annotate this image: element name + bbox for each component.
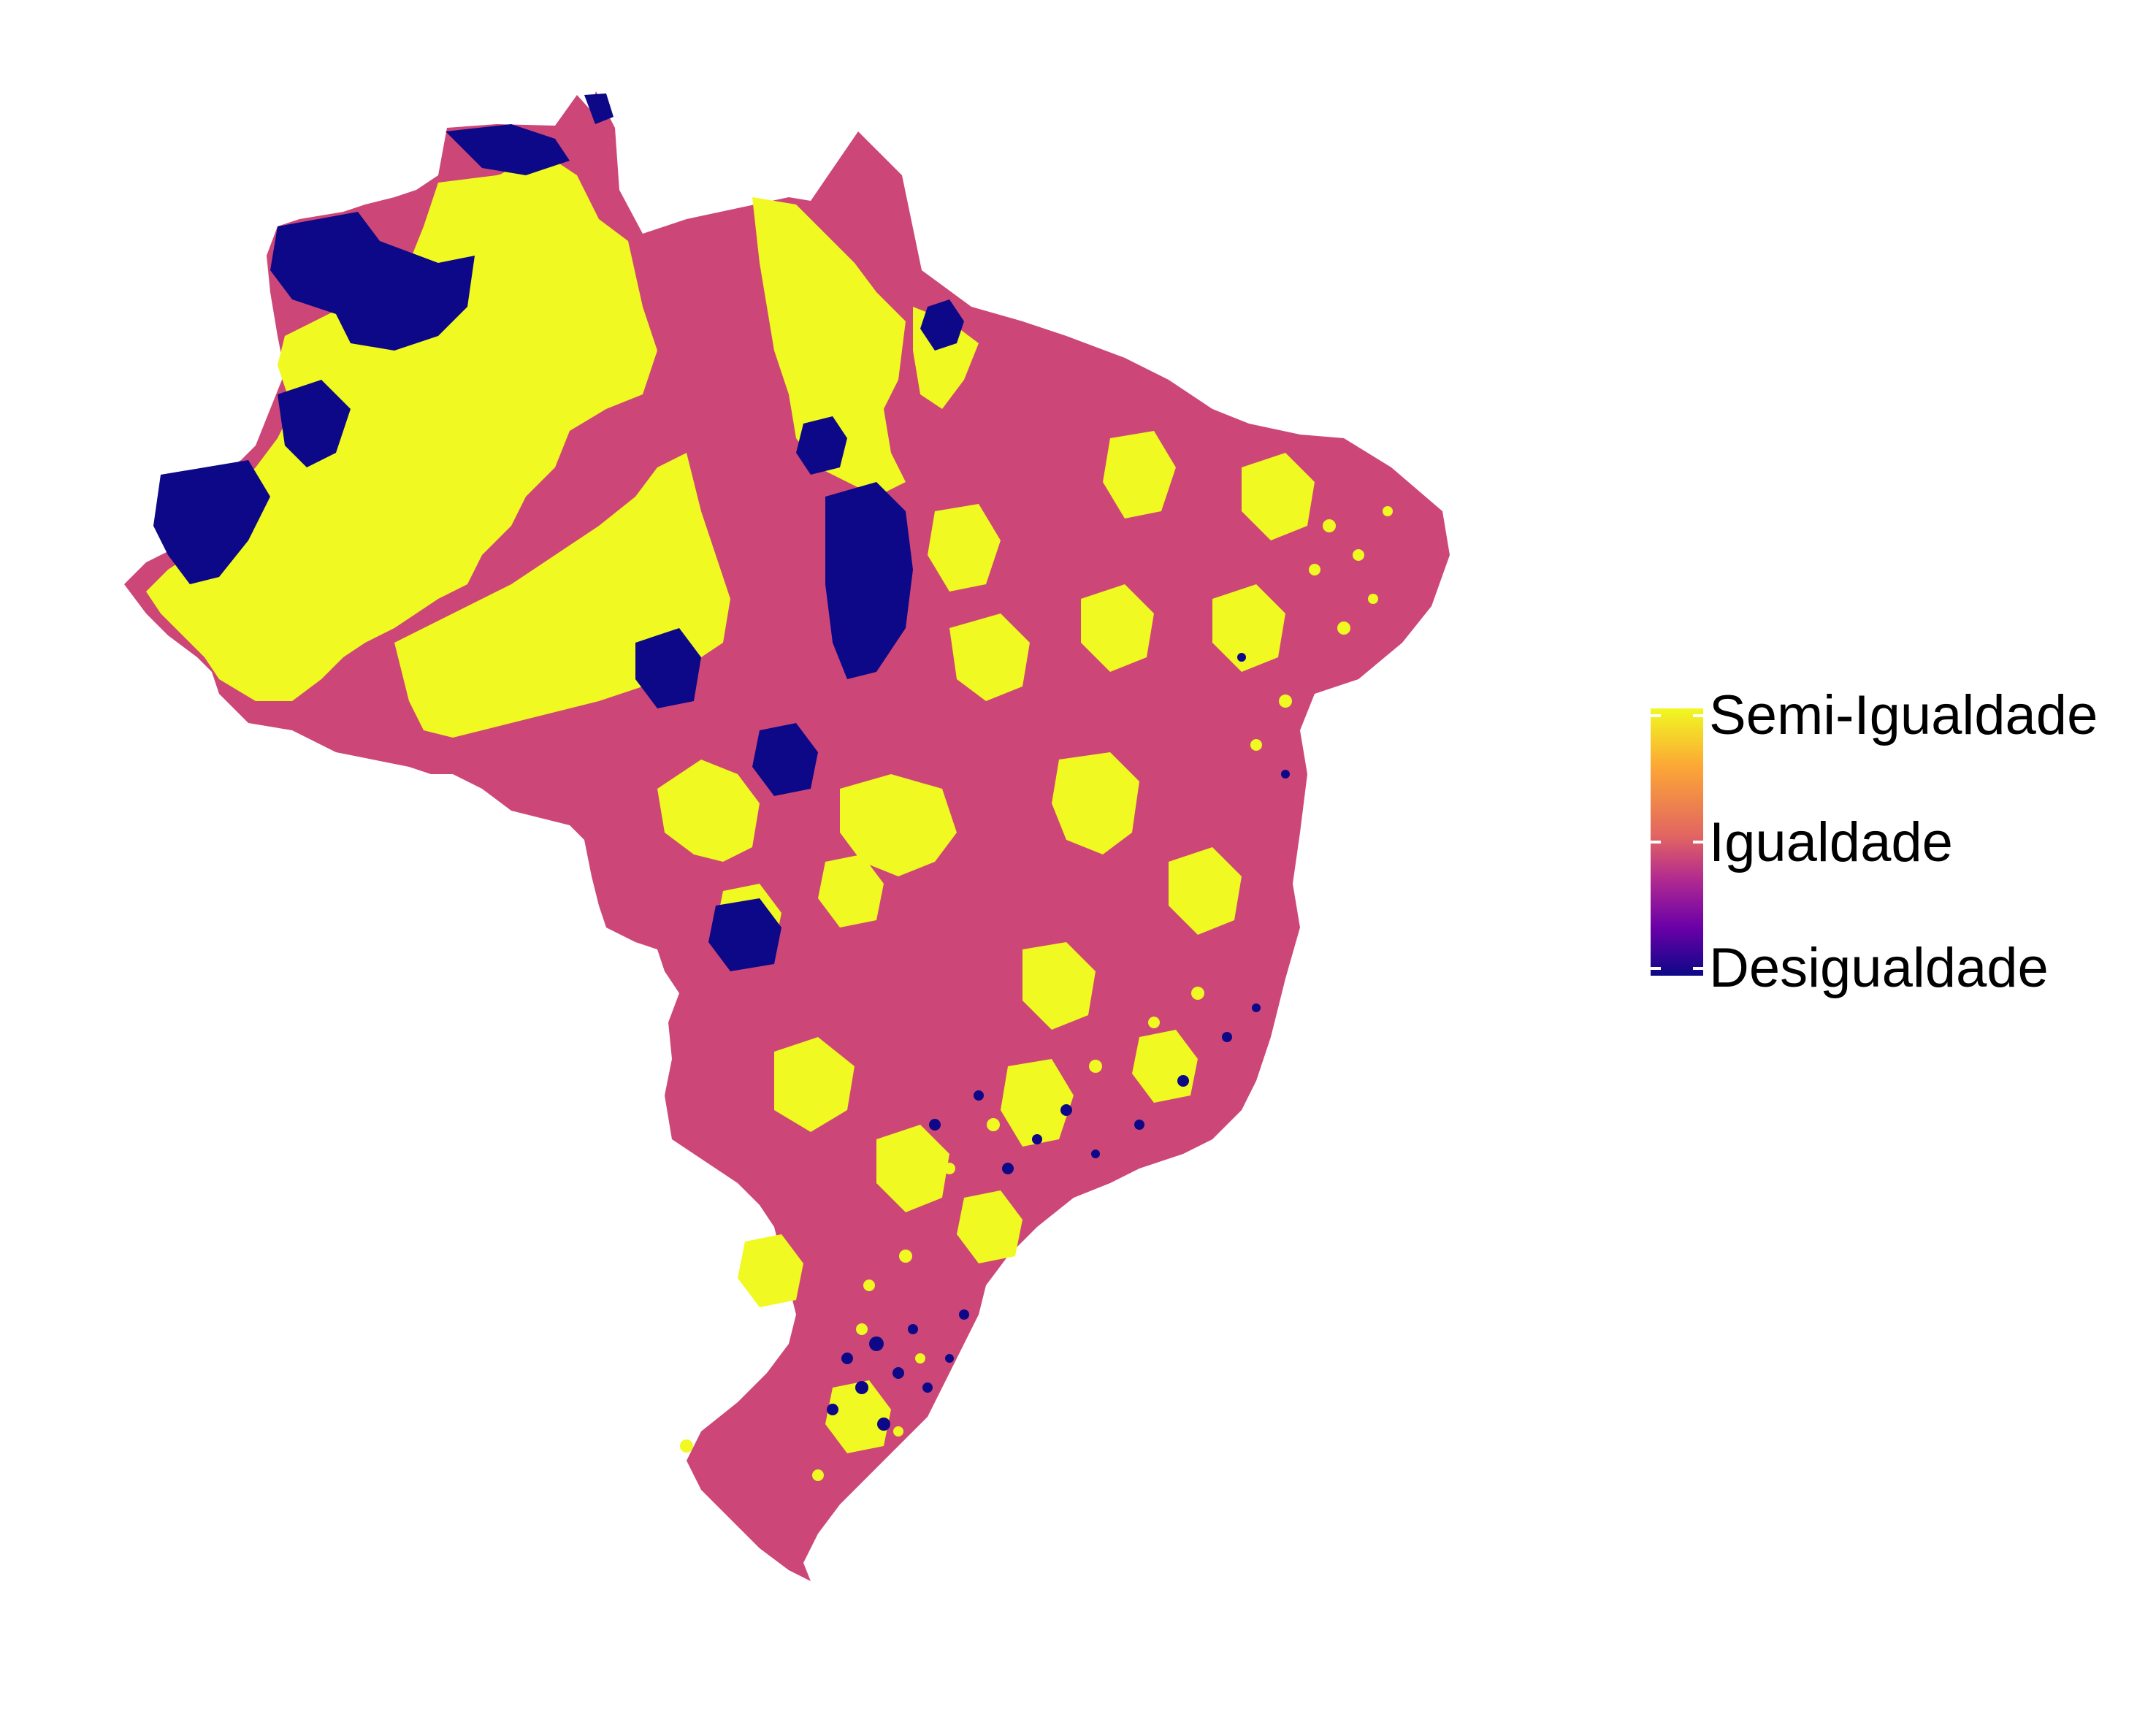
semi-igualdade-spots (680, 506, 1393, 1481)
legend-tick-middle-right (1693, 841, 1703, 844)
legend-label-desigualdade: Desigualdade (1709, 937, 2049, 999)
legend-tick-bottom (1651, 967, 1661, 970)
legend-tick-middle (1651, 841, 1661, 844)
legend-tick-bottom-right (1693, 967, 1703, 970)
legend-tick-top-right (1693, 714, 1703, 717)
legend-label-igualdade: Igualdade (1709, 811, 1953, 873)
desigualdade-regions (153, 93, 964, 971)
legend: Semi-Igualdade Igualdade Desigualdade (1651, 688, 2133, 996)
legend-tick-top (1651, 714, 1661, 717)
desigualdade-spots (827, 653, 1290, 1431)
legend-label-semi-igualdade: Semi-Igualdade (1709, 684, 2098, 746)
